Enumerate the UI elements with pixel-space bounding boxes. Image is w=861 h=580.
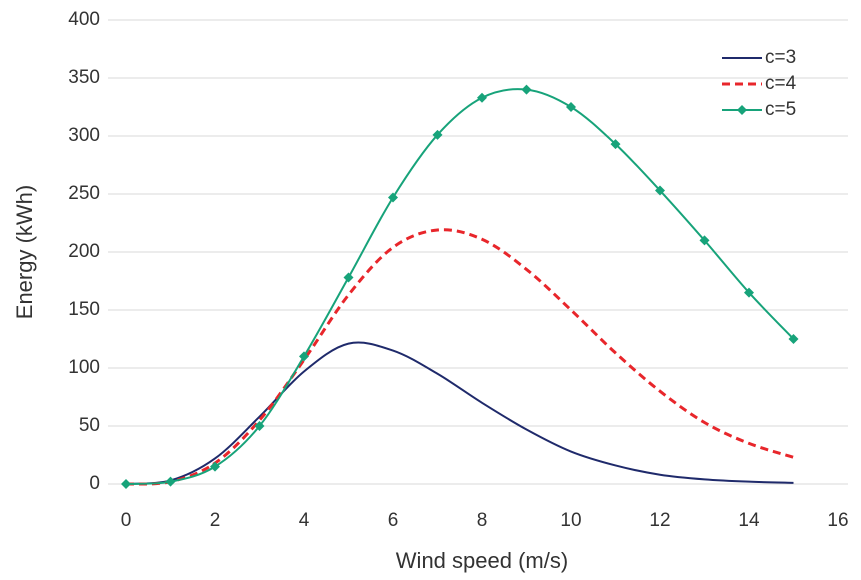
x-tick-label: 6 <box>388 510 399 531</box>
legend-label: c=5 <box>765 99 796 120</box>
series-line <box>125 88 795 485</box>
x-tick-label: 4 <box>299 510 310 531</box>
legend-marker <box>737 105 747 115</box>
y-tick-label: 0 <box>89 473 100 494</box>
data-point <box>566 102 576 112</box>
data-point <box>477 92 487 103</box>
data-point <box>521 84 532 95</box>
data-point <box>299 351 309 362</box>
data-point <box>210 461 220 472</box>
x-tick-label: 2 <box>210 510 221 531</box>
data-point <box>744 287 754 298</box>
data-point <box>254 421 265 431</box>
y-tick-label: 250 <box>68 183 100 204</box>
x-tick-label: 10 <box>560 510 581 531</box>
y-tick-label: 350 <box>68 67 100 88</box>
series-line <box>125 228 794 486</box>
legend-label: c=3 <box>765 47 796 68</box>
y-tick-label: 50 <box>79 415 100 436</box>
data-point <box>165 476 176 487</box>
x-tick-label: 8 <box>477 510 488 531</box>
y-tick-label: 200 <box>68 241 100 262</box>
y-tick-label: 100 <box>68 357 100 378</box>
y-axis-title: Energy (kWh) <box>12 185 37 319</box>
y-tick-label: 150 <box>68 299 100 320</box>
data-point <box>388 192 398 203</box>
data-point <box>432 129 443 140</box>
y-tick-label: 400 <box>68 9 100 30</box>
y-tick-label: 300 <box>68 125 100 146</box>
data-point <box>121 479 131 489</box>
data-point <box>655 185 665 196</box>
x-axis-title: Wind speed (m/s) <box>396 548 568 573</box>
x-tick-label: 14 <box>738 510 760 531</box>
x-tick-label: 16 <box>827 510 848 531</box>
data-point <box>343 272 354 283</box>
data-point <box>610 139 621 150</box>
series-line <box>125 341 794 485</box>
legend-label: c=4 <box>765 73 797 94</box>
data-point <box>788 334 799 344</box>
data-point <box>699 235 710 246</box>
x-tick-label: 0 <box>121 510 132 531</box>
x-tick-label: 12 <box>649 510 670 531</box>
